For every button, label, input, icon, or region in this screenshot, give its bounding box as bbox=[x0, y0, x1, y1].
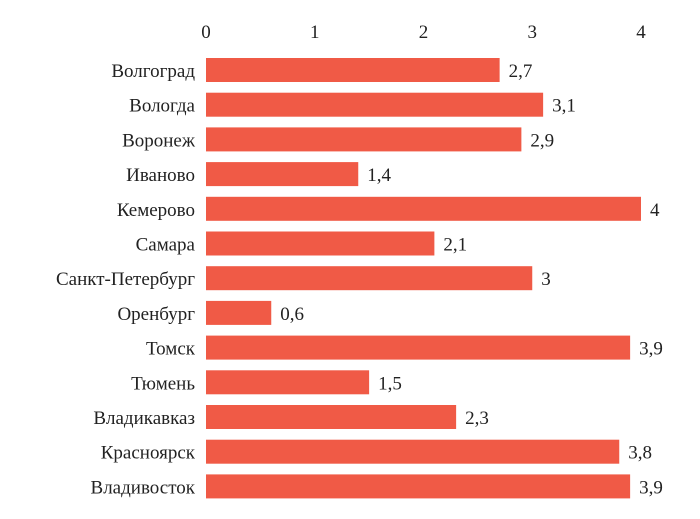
x-tick-label: 0 bbox=[201, 22, 211, 43]
bar bbox=[206, 58, 500, 82]
bar bbox=[206, 196, 641, 221]
bar bbox=[206, 127, 522, 152]
category-label: Самара bbox=[136, 235, 196, 256]
category-label: Оренбург bbox=[117, 304, 195, 325]
value-label: 2,7 bbox=[509, 61, 533, 82]
category-label: Иваново bbox=[126, 165, 195, 186]
x-axis-ticks: 0 1 2 3 4 bbox=[201, 22, 646, 43]
x-tick-label: 2 bbox=[419, 22, 429, 43]
value-label: 0,6 bbox=[280, 304, 304, 325]
category-label: Кемерово bbox=[117, 200, 195, 221]
value-label: 3 bbox=[541, 269, 551, 290]
x-tick-label: 1 bbox=[310, 22, 320, 43]
category-label: Владикавказ bbox=[93, 408, 195, 429]
value-label: 2,3 bbox=[465, 408, 489, 429]
category-label: Томск bbox=[146, 339, 196, 360]
bars bbox=[206, 58, 641, 499]
category-label: Тюмень bbox=[131, 373, 195, 394]
bar bbox=[206, 335, 631, 360]
value-label: 2,1 bbox=[443, 235, 467, 256]
value-label: 1,4 bbox=[367, 165, 391, 186]
bar bbox=[206, 162, 359, 187]
category-label: Красноярск bbox=[101, 443, 196, 464]
category-label: Волгоград bbox=[111, 61, 195, 82]
category-label: Воронеж bbox=[122, 130, 196, 151]
bar bbox=[206, 370, 370, 395]
bar bbox=[206, 231, 435, 256]
value-label: 3,9 bbox=[639, 477, 663, 498]
value-labels: 2,7 3,1 2,9 1,4 4 2,1 3 0,6 3,9 1,5 2,3 3,8 3,9 bbox=[280, 61, 663, 498]
value-label: 4 bbox=[650, 200, 660, 221]
bar bbox=[206, 474, 631, 499]
bar bbox=[206, 300, 272, 325]
bar bbox=[206, 405, 457, 429]
value-label: 2,9 bbox=[530, 130, 554, 151]
category-label: Санкт-Петербург bbox=[56, 269, 195, 290]
category-labels: Волгоград Вологда Воронеж Иваново Кемерово Са… bbox=[56, 61, 196, 498]
category-label: Владивосток bbox=[91, 477, 196, 498]
bar bbox=[206, 439, 620, 464]
value-label: 3,8 bbox=[628, 443, 652, 464]
value-label: 1,5 bbox=[378, 373, 402, 394]
value-label: 3,9 bbox=[639, 339, 663, 360]
value-label: 3,1 bbox=[552, 96, 576, 117]
category-label: Вологда bbox=[129, 96, 195, 117]
bar bbox=[206, 266, 533, 291]
bar bbox=[206, 92, 544, 117]
x-tick-label: 4 bbox=[636, 22, 646, 43]
x-tick-label: 3 bbox=[528, 22, 538, 43]
